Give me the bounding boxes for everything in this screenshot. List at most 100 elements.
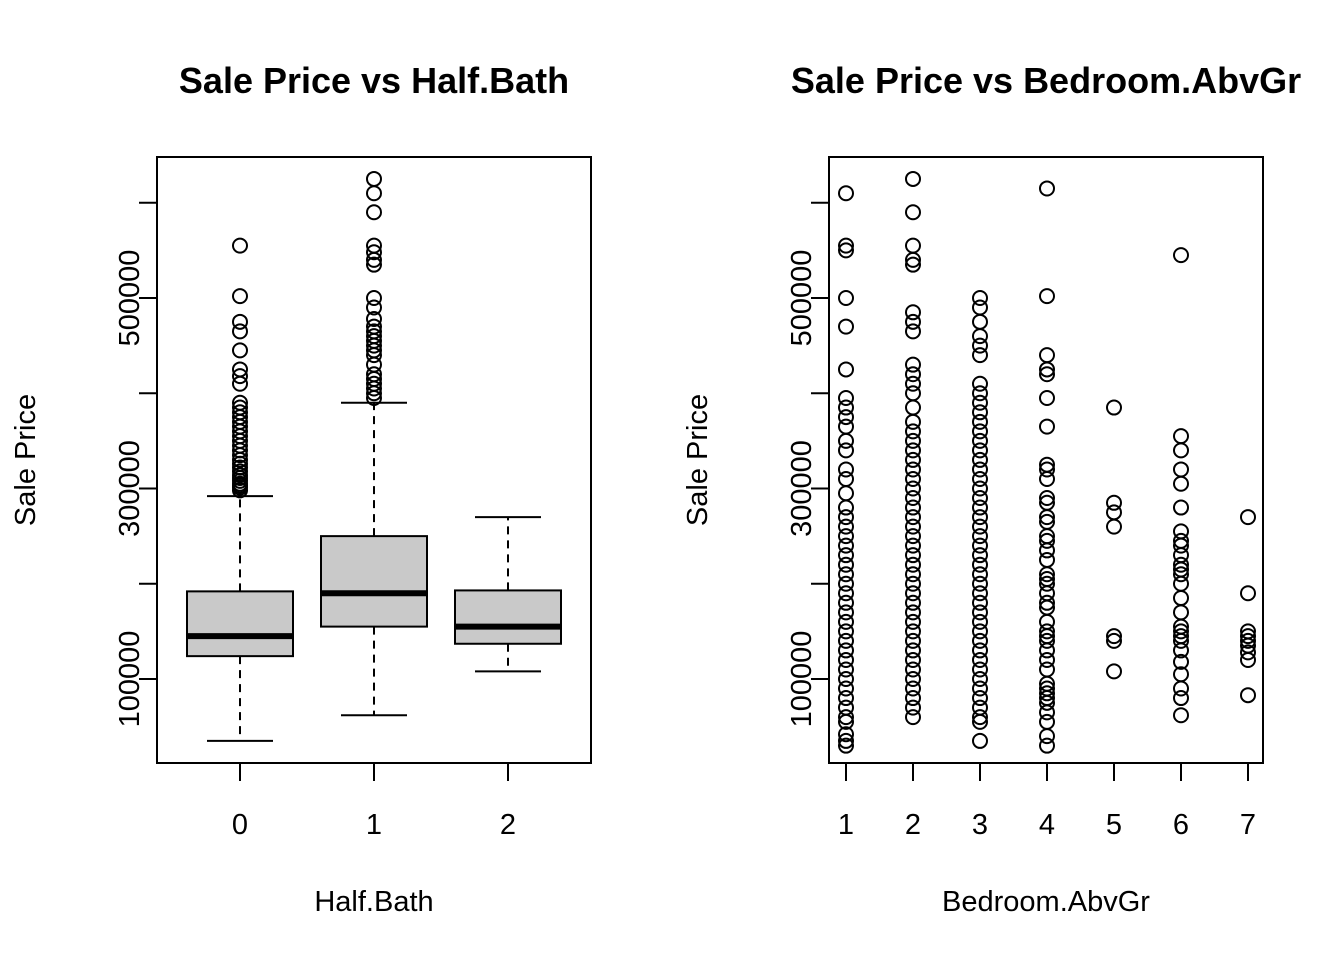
scatter-point [1039,532,1055,549]
scatter-point [905,604,921,621]
scatter-point [1039,613,1055,630]
scatter-point [1106,399,1122,416]
outlier-point [232,342,248,359]
scatter-point [905,699,921,716]
scatter-point [905,623,921,640]
scatter-point [905,304,921,321]
scatter-point [838,318,854,335]
boxplot-title: Sale Price vs Half.Bath [179,60,569,101]
scatter-point [1173,428,1189,445]
boxplot-y-axis: 100000 300000 500000 [114,201,158,728]
scatter-point [1039,490,1055,507]
outlier-point [232,237,248,254]
scatter-point [905,613,921,630]
scatter-point [838,432,854,449]
scatter-point [905,575,921,592]
scatter-point [905,480,921,497]
scatter-point [972,499,988,516]
scatter-point [972,594,988,611]
scatter-point [905,385,921,402]
scatter-point [1106,518,1122,535]
scatter-point [838,632,854,649]
scatter-point [838,499,854,516]
scatter-point [972,442,988,459]
scatter-point [972,404,988,421]
scatter-marks [838,170,1256,754]
scatter-point [905,661,921,678]
scatter-point [1039,661,1055,678]
scatter-point [905,423,921,440]
scatter-point [838,537,854,554]
outlier-point [366,237,382,254]
boxplot-marks [186,170,562,742]
scatter-x-tick-label: 4 [1039,809,1055,841]
scatter-point [838,699,854,716]
scatter-point [1240,644,1256,661]
scatter-point [1240,628,1256,645]
scatter-point [838,623,854,640]
scatter-point [905,509,921,526]
scatter-point [905,313,921,330]
scatter-point [1039,728,1055,745]
scatter-point [905,709,921,726]
scatter-y-axis-label: Sale Price [682,394,714,526]
boxplot-x-axis-label: Half.Bath [314,886,433,918]
scatter-point [838,680,854,697]
scatter-point [838,575,854,592]
scatter-point [972,699,988,716]
scatter-point [838,726,854,743]
scatter-point [905,518,921,535]
boxplot-y-tick-label: 100000 [114,631,146,728]
scatter-point [972,680,988,697]
scatter-point [1106,663,1122,680]
scatter-point [905,432,921,449]
scatter-point [1173,707,1189,724]
scatter-point [838,566,854,583]
scatter-point [905,413,921,430]
scatter-point [1173,461,1189,478]
scatter-point [972,299,988,316]
scatter-point [1039,288,1055,305]
scatter-x-tick-label: 6 [1173,809,1189,841]
scatter-point [1173,532,1189,549]
scatter-point [905,671,921,687]
scatter-point [1106,628,1122,645]
box-body [320,535,428,628]
scatter-point [1173,690,1189,707]
scatter-x-tick-label: 5 [1106,809,1122,841]
scatter-point [905,356,921,373]
scatter-point [838,547,854,564]
scatter-y-axis: 100000 300000 500000 [786,201,830,727]
outlier-point [232,399,248,416]
boxplot-x-tick-label: 1 [366,809,382,841]
scatter-point [838,594,854,611]
scatter-point [972,423,988,440]
scatter-point [972,690,988,707]
scatter-point [838,556,854,573]
scatter-point [838,585,854,602]
scatter-point [1240,585,1256,602]
scatter-point [972,480,988,497]
scatter-point [1039,180,1055,197]
boxplot-panel: Sale Price vs Half.Bath 100000 300000 5000… [10,60,592,918]
scatter-point [1039,713,1055,730]
boxplot-y-tick-label: 500000 [114,250,146,347]
scatter-point [838,485,854,502]
scatter-point [1039,513,1055,530]
scatter-point [838,418,854,435]
outlier-point [366,170,382,187]
scatter-point [905,451,921,468]
scatter-x-axis-label: Bedroom.AbvGr [942,886,1150,918]
scatter-x-tick-label: 3 [972,809,988,841]
scatter-x-tick-label: 7 [1240,809,1256,841]
scatter-point [838,709,854,726]
scatter-point [972,732,988,749]
scatter-point [905,556,921,573]
outlier-point [366,323,382,340]
scatter-point [838,470,854,487]
boxplot-y-tick-label: 300000 [114,440,146,537]
scatter-point [905,528,921,545]
scatter-point [838,642,854,659]
scatter-point [838,399,854,416]
outlier-point [366,310,382,327]
